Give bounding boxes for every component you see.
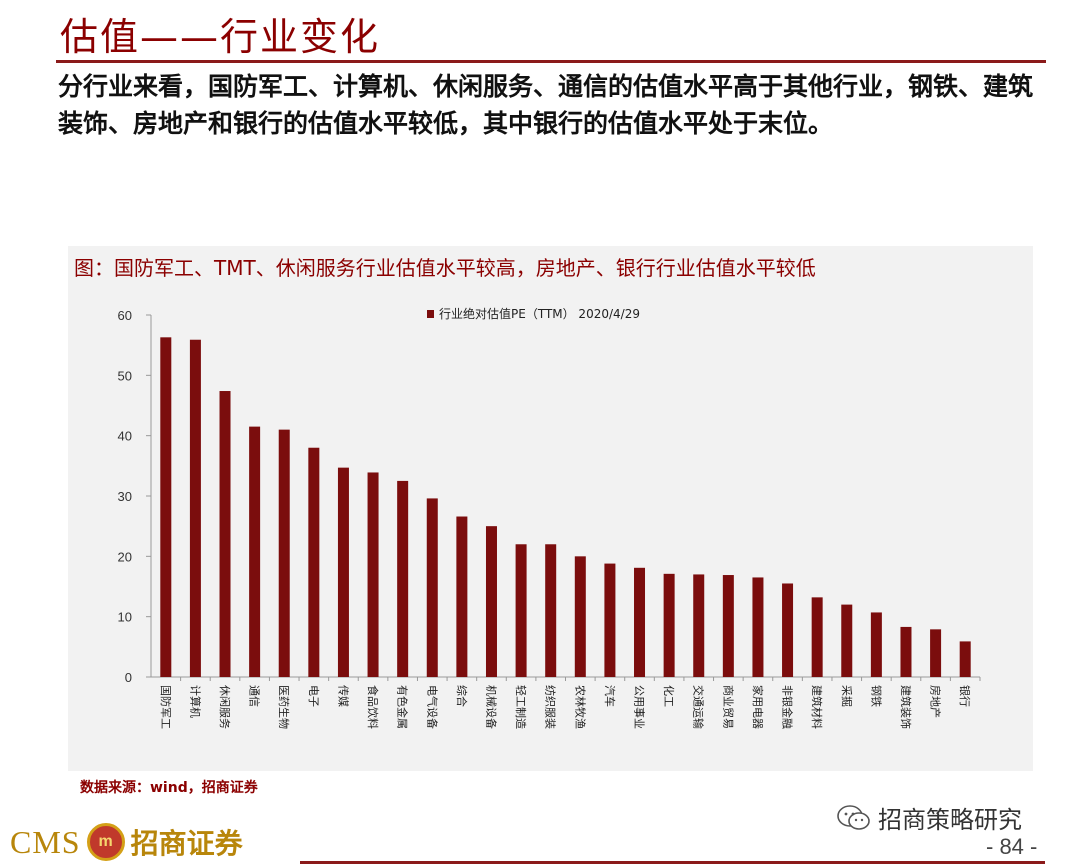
data-source-note: 数据来源：wind，招商证券 [80, 780, 258, 796]
x-tick-label: 银行 [958, 685, 972, 707]
bar [604, 563, 616, 677]
x-tick-label: 房地产 [929, 685, 943, 718]
bar [841, 604, 853, 677]
cms-logo: CMS m 招商证券 [10, 820, 243, 864]
y-tick-label: 50 [118, 368, 132, 383]
x-tick-label: 轻工制造 [514, 685, 528, 729]
bar [219, 391, 231, 677]
bar [900, 626, 912, 677]
page-number: - 84 - [986, 834, 1038, 859]
bar [663, 573, 675, 677]
page-title: 估值——行业变化 [60, 15, 381, 59]
x-tick-label: 机械设备 [484, 685, 498, 729]
bar [426, 498, 438, 677]
y-tick-label: 40 [118, 429, 132, 444]
bar [870, 612, 882, 677]
logo-text: CMS [10, 823, 81, 860]
x-tick-label: 农林牧渔 [573, 685, 587, 729]
x-tick-label: 通信 [248, 685, 261, 707]
bar [308, 447, 320, 677]
x-tick-label: 建筑材料 [810, 685, 824, 729]
intro-paragraph: 分行业来看，国防军工、计算机、休闲服务、通信的估值水平高于其他行业，钢铁、建筑装… [58, 72, 1034, 138]
bar [752, 577, 764, 677]
wechat-icon [837, 804, 870, 830]
x-tick-label: 纺织服装 [544, 685, 558, 729]
logo-emblem-icon: m [86, 823, 125, 861]
bar [397, 480, 409, 677]
bar [278, 429, 290, 677]
wechat-account: 招商策略研究 [836, 800, 1022, 835]
y-tick-label: 30 [118, 489, 132, 504]
footer-divider [300, 861, 1045, 864]
x-tick-label: 交通运输 [692, 685, 706, 729]
bar [811, 597, 823, 677]
bar [782, 583, 794, 677]
bar [693, 574, 705, 677]
bar [959, 641, 971, 677]
x-tick-label: 食品饮料 [366, 685, 380, 729]
x-tick-label: 休闲服务 [218, 685, 232, 729]
x-tick-label: 电子 [307, 685, 320, 707]
bar [485, 526, 497, 677]
x-tick-label: 建筑装饰 [899, 685, 913, 729]
x-tick-label: 医药生物 [277, 685, 291, 729]
x-tick-label: 化工 [662, 685, 676, 707]
bar [456, 516, 468, 677]
title-divider [56, 60, 1046, 63]
y-tick-label: 10 [118, 610, 132, 625]
chart-title: 图：国防军工、TMT、休闲服务行业估值水平较高，房地产、银行行业估值水平较低 [74, 256, 816, 280]
y-tick-label: 20 [118, 549, 132, 564]
bar [930, 629, 942, 677]
x-tick-label: 电气设备 [425, 685, 439, 729]
logo-company-name: 招商证券 [130, 827, 243, 860]
x-tick-label: 家用电器 [751, 685, 765, 729]
x-tick-label: 传媒 [336, 685, 349, 707]
x-tick-label: 有色金属 [396, 685, 410, 729]
bar [574, 556, 586, 677]
y-tick-label: 0 [125, 670, 132, 685]
x-tick-label: 非银金融 [781, 685, 795, 729]
bar [722, 575, 734, 677]
bar [160, 337, 172, 677]
bar [189, 339, 201, 677]
bar [249, 426, 261, 677]
wechat-account-name: 招商策略研究 [878, 806, 1022, 834]
x-tick-label: 汽车 [603, 685, 617, 707]
bar [515, 544, 527, 677]
bar [545, 544, 557, 677]
bar [634, 567, 646, 677]
x-tick-label: 计算机 [188, 685, 202, 718]
x-tick-label: 采掘 [840, 685, 854, 707]
x-tick-label: 公用事业 [633, 685, 646, 729]
x-tick-label: 商业贸易 [721, 685, 735, 729]
x-tick-label: 综合 [455, 685, 469, 707]
bar [367, 472, 379, 677]
legend-label: 行业绝对估值PE（TTM） 2020/4/29 [439, 306, 640, 321]
x-tick-label: 钢铁 [869, 685, 882, 707]
y-tick-label: 60 [118, 308, 132, 323]
bar [337, 467, 349, 677]
x-tick-label: 国防军工 [159, 685, 173, 729]
legend-swatch [427, 310, 434, 318]
